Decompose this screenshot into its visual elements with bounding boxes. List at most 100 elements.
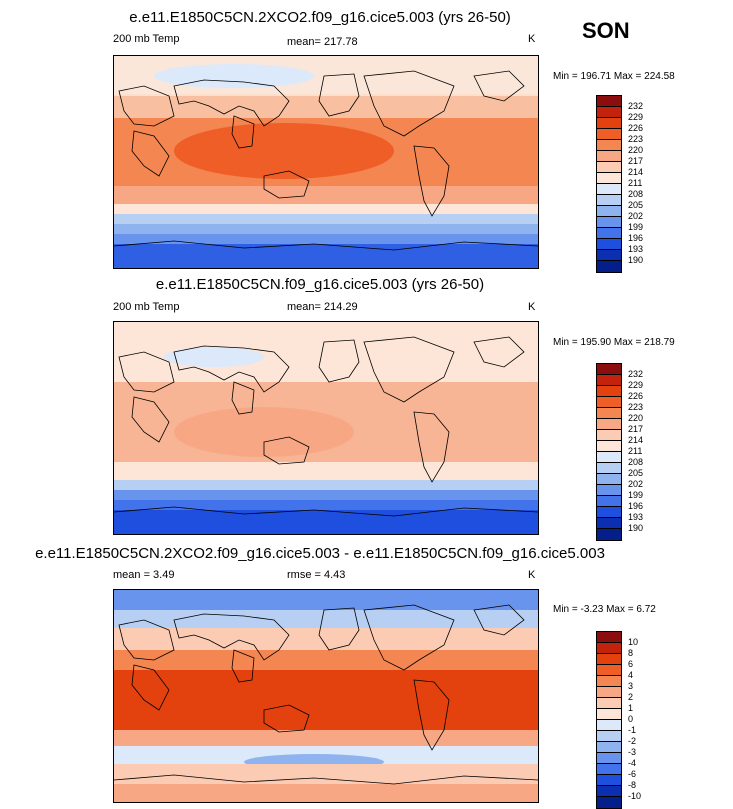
panel3-colorbar (596, 631, 622, 809)
colorbar-tick-label: 226 (628, 391, 644, 401)
panel2-mean: mean= 214.29 (287, 301, 358, 313)
colorbar-segment (597, 364, 621, 375)
colorbar-tick-label: 196 (628, 233, 644, 243)
colorbar-segment (597, 485, 621, 496)
panel1-map (113, 55, 539, 269)
panel2-map (113, 321, 539, 535)
colorbar-tick-label: 6 (628, 659, 634, 669)
colorbar-segment (597, 709, 621, 720)
colorbar-segment (597, 742, 621, 753)
colorbar-segment (597, 698, 621, 709)
band-tropics (114, 670, 538, 730)
panel1-mean: mean= 217.78 (287, 36, 358, 48)
colorbar-tick-label: 229 (628, 112, 644, 122)
tropic-warm-area (174, 407, 354, 457)
band-midlat-s (114, 204, 538, 214)
colorbar-segment (597, 239, 621, 250)
colorbar-segment (597, 96, 621, 107)
colorbar-tick-label: 202 (628, 479, 644, 489)
colorbar-tick-label: 214 (628, 435, 644, 445)
colorbar-tick-label: -1 (628, 725, 637, 735)
season-label: SON (582, 18, 630, 43)
band-antarctic (114, 244, 538, 268)
band-s-1 (114, 214, 538, 224)
colorbar-tick-label: 205 (628, 200, 644, 210)
panel2-map-svg (114, 322, 538, 534)
coastlines (114, 70, 538, 251)
colorbar-tick-label: -2 (628, 736, 637, 746)
colorbar-tick-label: 190 (628, 255, 644, 265)
colorbar-segment (597, 518, 621, 529)
panel3-title: e.e11.E1850C5CN.2XCO2.f09_g16.cice5.003 … (35, 545, 605, 562)
colorbar-segment (597, 529, 621, 540)
colorbar-tick-label: 217 (628, 424, 644, 434)
colorbar-tick-label: 0 (628, 714, 634, 724)
panel1-title: e.e11.E1850C5CN.2XCO2.f09_g16.cice5.003 … (129, 9, 511, 26)
colorbar-tick-label: 229 (628, 380, 644, 390)
colorbar-tick-label: 214 (628, 167, 644, 177)
colorbar-segment (597, 474, 621, 485)
band-s-2 (114, 490, 538, 500)
panel1-map-svg (114, 56, 538, 268)
panel3-map (113, 589, 539, 803)
band-antarctic (114, 784, 538, 802)
colorbar-segment (597, 118, 621, 129)
colorbar-segment (597, 507, 621, 518)
colorbar-segment (597, 261, 621, 272)
colorbar-segment (597, 129, 621, 140)
colorbar-segment (597, 775, 621, 786)
colorbar-segment (597, 753, 621, 764)
colorbar-segment (597, 173, 621, 184)
north-cool-area (164, 347, 264, 367)
band-midlat-s (114, 462, 538, 480)
colorbar-tick-label: 193 (628, 512, 644, 522)
colorbar-tick-label: -10 (628, 791, 642, 801)
panel1-minmax: Min = 196.71 Max = 224.58 (553, 71, 675, 82)
colorbar-tick-label: 211 (628, 446, 643, 456)
colorbar-tick-label: 226 (628, 123, 644, 133)
panel3-map-svg (114, 590, 538, 802)
band-antarctic (114, 510, 538, 534)
colorbar-segment (597, 397, 621, 408)
panel3-units: K (528, 569, 536, 581)
colorbar-segment (597, 228, 621, 239)
colorbar-segment (597, 654, 621, 665)
colorbar-segment (597, 419, 621, 430)
panel2-minmax: Min = 195.90 Max = 218.79 (553, 337, 675, 348)
band-arctic (114, 590, 538, 610)
colorbar-segment (597, 632, 621, 643)
tropic-warm-area (174, 123, 394, 179)
colorbar-tick-label: 202 (628, 211, 644, 221)
panel2-colorbar (596, 363, 622, 541)
colorbar-segment (597, 195, 621, 206)
panel1-units: K (528, 33, 536, 45)
colorbar-tick-label: 223 (628, 402, 644, 412)
coastlines (114, 336, 538, 517)
colorbar-tick-label: -3 (628, 747, 637, 757)
band-s-3 (114, 234, 538, 244)
panel2-title: e.e11.E1850C5CN.f09_g16.cice5.003 (yrs 2… (155, 276, 485, 293)
colorbar-segment (597, 665, 621, 676)
colorbar-tick-label: 232 (628, 101, 644, 111)
colorbar-tick-label: 10 (628, 637, 639, 647)
colorbar-segment (597, 250, 621, 261)
colorbar-segment (597, 386, 621, 397)
band-subtrop-s (114, 186, 538, 206)
panel2-units: K (528, 301, 536, 313)
colorbar-tick-label: -8 (628, 780, 637, 790)
colorbar-tick-label: 220 (628, 413, 644, 423)
colorbar-tick-label: 199 (628, 490, 644, 500)
colorbar-segment (597, 764, 621, 775)
band-s-3 (114, 500, 538, 510)
colorbar-segment (597, 463, 621, 474)
colorbar-tick-label: 232 (628, 369, 644, 379)
colorbar-tick-label: 220 (628, 145, 644, 155)
colorbar-segment (597, 797, 621, 808)
band-midlat-n (114, 96, 538, 120)
colorbar-segment (597, 430, 621, 441)
panel3-mean: mean = 3.49 (113, 569, 175, 581)
colorbar-segment (597, 643, 621, 654)
colorbar-segment (597, 441, 621, 452)
colorbar-segment (597, 151, 621, 162)
colorbar-tick-label: -4 (628, 758, 637, 768)
